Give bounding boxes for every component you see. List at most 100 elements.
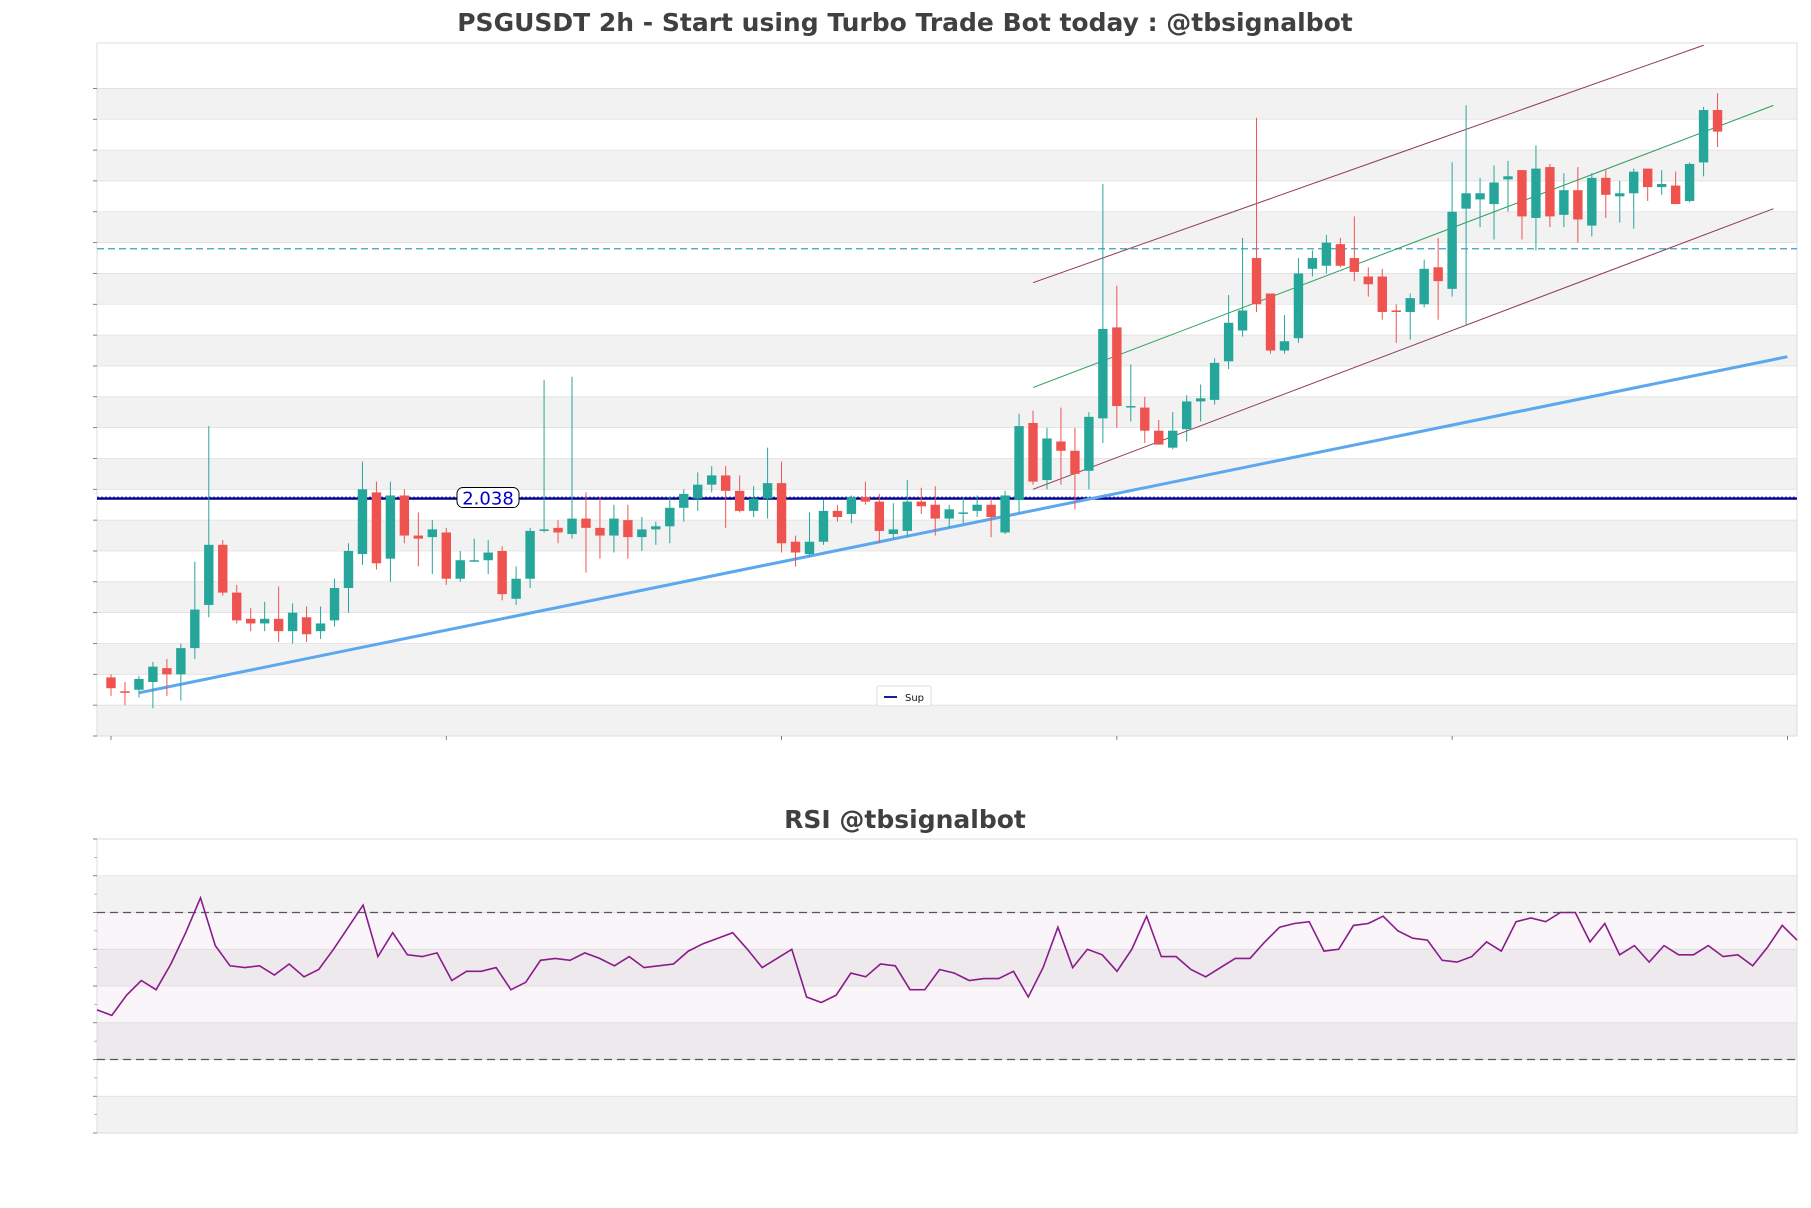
candle-body (190, 609, 200, 649)
price-band (97, 458, 1797, 490)
price-band (97, 273, 1797, 305)
candle-body (860, 497, 871, 502)
candle-body (1154, 430, 1164, 445)
candle-body (385, 495, 396, 559)
price-chart-grid (97, 88, 1797, 737)
channel-middle-line (1032, 104, 1774, 389)
price-y-axis (93, 88, 97, 737)
candle-body (1461, 193, 1471, 209)
candle-body (665, 507, 675, 527)
candle-body (1112, 327, 1122, 407)
candle-body (581, 518, 591, 528)
price-band (97, 581, 1797, 613)
candle-body (1140, 407, 1150, 431)
candle-body (1698, 110, 1709, 163)
candle-body (301, 617, 312, 635)
candle-body (1168, 430, 1178, 448)
candle-body (106, 677, 116, 689)
candle-body (1293, 273, 1304, 339)
rsi-series (96, 895, 1798, 1017)
candle-body (455, 560, 465, 579)
candle-body (776, 483, 787, 544)
candle-body (1615, 193, 1625, 197)
candle-body (134, 678, 144, 690)
candle-body (273, 618, 284, 632)
rsi-zone-fill (97, 912, 1797, 1060)
rsi-y-axis (93, 838, 97, 1134)
rsi-zone (97, 912, 1797, 1060)
price-band (97, 88, 1797, 120)
candle-body (1279, 341, 1290, 351)
candle-body (1000, 495, 1010, 533)
candle-body (818, 510, 829, 542)
candle-body (483, 552, 493, 561)
candle-body (958, 512, 968, 514)
price-chart-frame (96, 42, 1798, 737)
candle-body (1517, 170, 1527, 217)
candle-body (1601, 177, 1611, 195)
candle-body (804, 541, 815, 555)
candle-body (1126, 406, 1136, 408)
candle-body (497, 550, 507, 595)
candle-body (1475, 193, 1485, 200)
candle-body (1531, 168, 1541, 218)
rsi-chart-bands (97, 838, 1797, 1134)
legend-box (876, 685, 932, 707)
candle-body (1405, 298, 1415, 312)
candle-body (832, 510, 843, 518)
candle-body (567, 518, 577, 535)
candle-body (1447, 211, 1457, 289)
candle-body (1014, 426, 1024, 501)
candle-body (1629, 171, 1639, 194)
price-band (97, 520, 1797, 551)
price-chart-bands (97, 88, 1797, 736)
candle-body (1056, 441, 1066, 451)
candle-body (176, 648, 186, 675)
candle-body (1084, 416, 1094, 471)
price-band (97, 211, 1797, 243)
price-chart-title: PSGUSDT 2h - Start using Turbo Trade Bot… (457, 8, 1353, 37)
candle-body (148, 666, 158, 683)
candle-body (637, 529, 647, 538)
candle-body (1656, 184, 1667, 188)
candle-body (623, 520, 633, 538)
legend: Sup (876, 685, 932, 707)
price-band (97, 705, 1797, 736)
candle-body (1028, 423, 1038, 482)
price-band (97, 150, 1797, 181)
candle-body (651, 526, 661, 530)
candle-body (357, 489, 368, 555)
candle-body (930, 504, 940, 519)
trend-line (138, 355, 1788, 695)
candle-body (734, 490, 745, 511)
candle-body (287, 612, 298, 632)
candle-body (162, 668, 172, 675)
candle-body (874, 501, 885, 531)
price-band (97, 335, 1797, 366)
candle-body (1433, 267, 1443, 282)
candle-body (1335, 244, 1346, 266)
candle-body (413, 535, 424, 539)
candle-body (1643, 168, 1653, 188)
rsi-levels (97, 911, 1797, 1061)
candle-body (553, 527, 563, 533)
price-x-axis (110, 736, 1788, 740)
candle-body (1195, 398, 1206, 402)
candle-body (399, 495, 410, 536)
candle-body (762, 483, 773, 499)
candle-body (1489, 182, 1499, 205)
candle-body (1419, 268, 1429, 305)
candle-body (441, 532, 451, 579)
candle-body (888, 529, 899, 535)
candle-body (1307, 258, 1318, 269)
candle-body (790, 541, 801, 553)
support-price-tag: 2.038 (456, 487, 520, 510)
candle-body (525, 530, 535, 579)
rsi-band (97, 875, 1797, 913)
candle-body (902, 501, 912, 531)
candle-body (679, 493, 689, 508)
candle-body (469, 560, 479, 562)
price-band (97, 396, 1797, 428)
candle-body (259, 618, 270, 624)
candles (106, 93, 1723, 709)
